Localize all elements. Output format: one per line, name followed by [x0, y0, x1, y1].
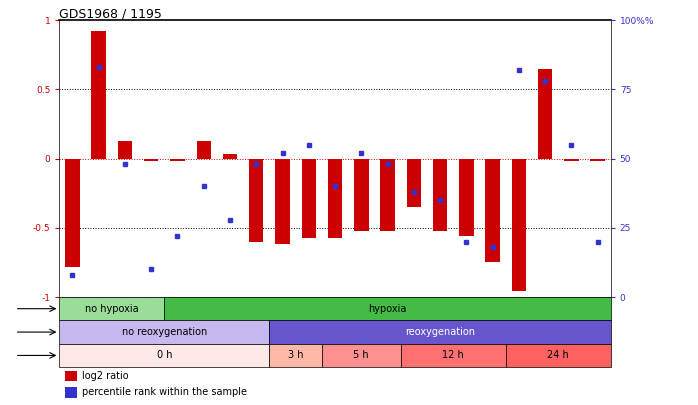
Text: 5 h: 5 h — [353, 350, 369, 360]
Bar — [164, 297, 611, 320]
Bar — [538, 69, 552, 159]
Text: 12 h: 12 h — [443, 350, 464, 360]
Bar — [433, 159, 447, 230]
Bar — [512, 159, 526, 292]
Bar — [328, 159, 342, 237]
Bar — [591, 159, 605, 162]
Bar — [269, 344, 322, 367]
Bar — [170, 159, 185, 162]
Text: 24 h: 24 h — [547, 350, 569, 360]
Bar — [354, 159, 369, 230]
Bar — [144, 159, 158, 162]
Bar — [485, 159, 500, 262]
Bar — [459, 159, 473, 236]
Bar — [380, 159, 395, 230]
Text: no hypoxia: no hypoxia — [85, 304, 139, 314]
Text: log2 ratio: log2 ratio — [82, 371, 129, 381]
Bar — [65, 159, 80, 266]
Bar — [59, 320, 269, 344]
Bar — [223, 154, 237, 159]
Bar — [91, 31, 106, 159]
Bar — [118, 141, 132, 159]
Bar — [59, 297, 164, 320]
Text: 0 h: 0 h — [156, 350, 172, 360]
Bar — [401, 344, 506, 367]
Bar — [322, 344, 401, 367]
Text: no reoxygenation: no reoxygenation — [121, 327, 207, 337]
Text: hypoxia: hypoxia — [369, 304, 407, 314]
Text: GDS1968 / 1195: GDS1968 / 1195 — [59, 7, 162, 20]
Text: reoxygenation: reoxygenation — [405, 327, 475, 337]
Bar — [249, 159, 263, 242]
Bar — [65, 387, 77, 398]
Bar — [65, 371, 77, 382]
Bar — [275, 159, 290, 245]
Bar — [302, 159, 316, 237]
Text: 3 h: 3 h — [288, 350, 304, 360]
Bar — [407, 159, 421, 207]
Bar — [269, 320, 611, 344]
Bar — [59, 344, 269, 367]
Bar — [197, 141, 211, 159]
Text: percentile rank within the sample: percentile rank within the sample — [82, 387, 248, 397]
Bar — [506, 344, 611, 367]
Bar — [564, 159, 579, 162]
